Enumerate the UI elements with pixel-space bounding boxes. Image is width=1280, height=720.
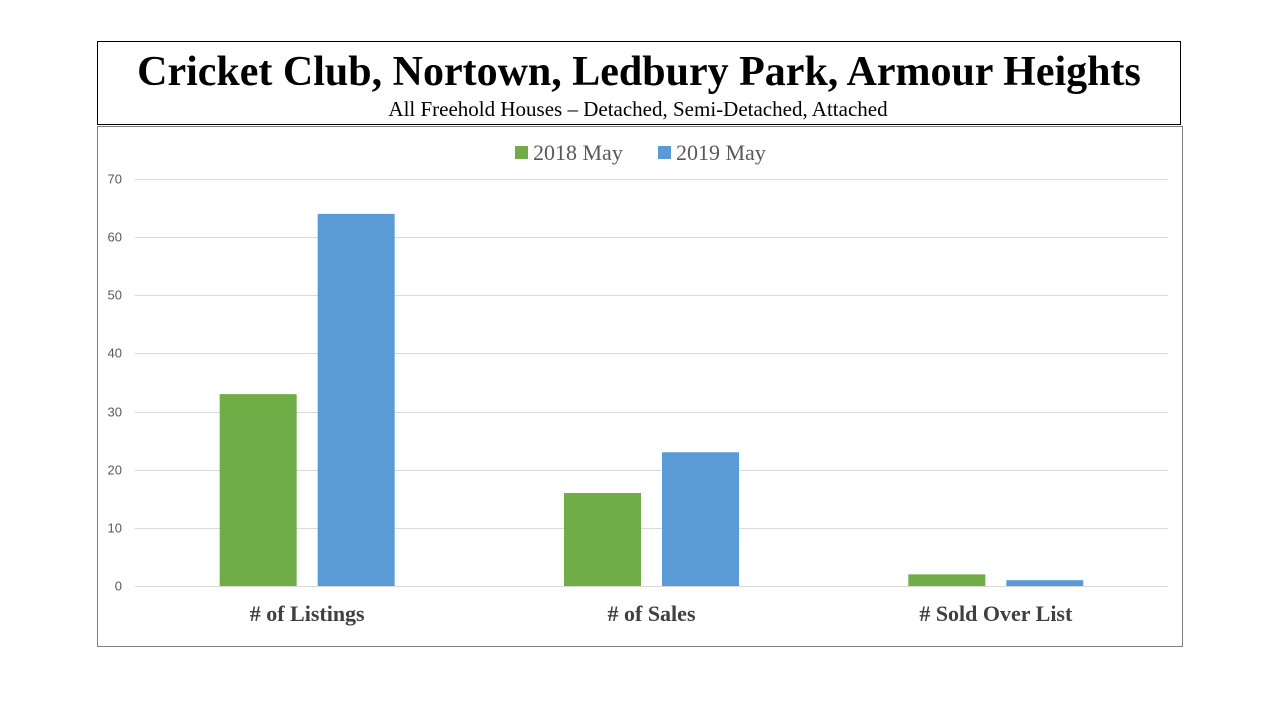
x-category-label: # of Sales xyxy=(608,601,696,626)
y-tick-label: 60 xyxy=(108,230,122,245)
y-tick-label: 70 xyxy=(108,172,122,187)
y-tick-label: 10 xyxy=(108,521,122,536)
y-tick-label: 0 xyxy=(115,579,122,594)
legend-swatch xyxy=(515,146,528,159)
x-category-label: # of Listings xyxy=(250,601,365,626)
y-tick-label: 50 xyxy=(108,288,122,303)
chart-subtitle: All Freehold Houses – Detached, Semi-Det… xyxy=(388,97,888,121)
y-tick-label: 20 xyxy=(108,463,122,478)
bar xyxy=(1006,580,1084,586)
bar xyxy=(908,574,986,586)
x-axis-category-labels: # of Listings # of Sales # Sold Over List xyxy=(250,601,1073,626)
bar xyxy=(662,452,739,586)
title-box: Cricket Club, Nortown, Ledbury Park, Arm… xyxy=(97,41,1181,125)
bar xyxy=(219,394,297,586)
gridlines xyxy=(135,179,1168,587)
legend-swatch xyxy=(658,146,671,159)
y-tick-label: 40 xyxy=(108,346,122,361)
legend: 2018 May 2019 May xyxy=(515,140,766,165)
y-tick-label: 30 xyxy=(108,405,122,420)
bars xyxy=(219,213,1084,586)
chart-title: Cricket Club, Nortown, Ledbury Park, Arm… xyxy=(137,49,1141,95)
bar xyxy=(317,213,395,586)
bar xyxy=(564,492,641,586)
y-axis-tick-labels: 0 10 20 30 40 50 60 70 xyxy=(108,172,122,594)
legend-label: 2019 May xyxy=(676,140,766,165)
legend-label: 2018 May xyxy=(533,140,623,165)
x-category-label: # Sold Over List xyxy=(919,601,1073,626)
